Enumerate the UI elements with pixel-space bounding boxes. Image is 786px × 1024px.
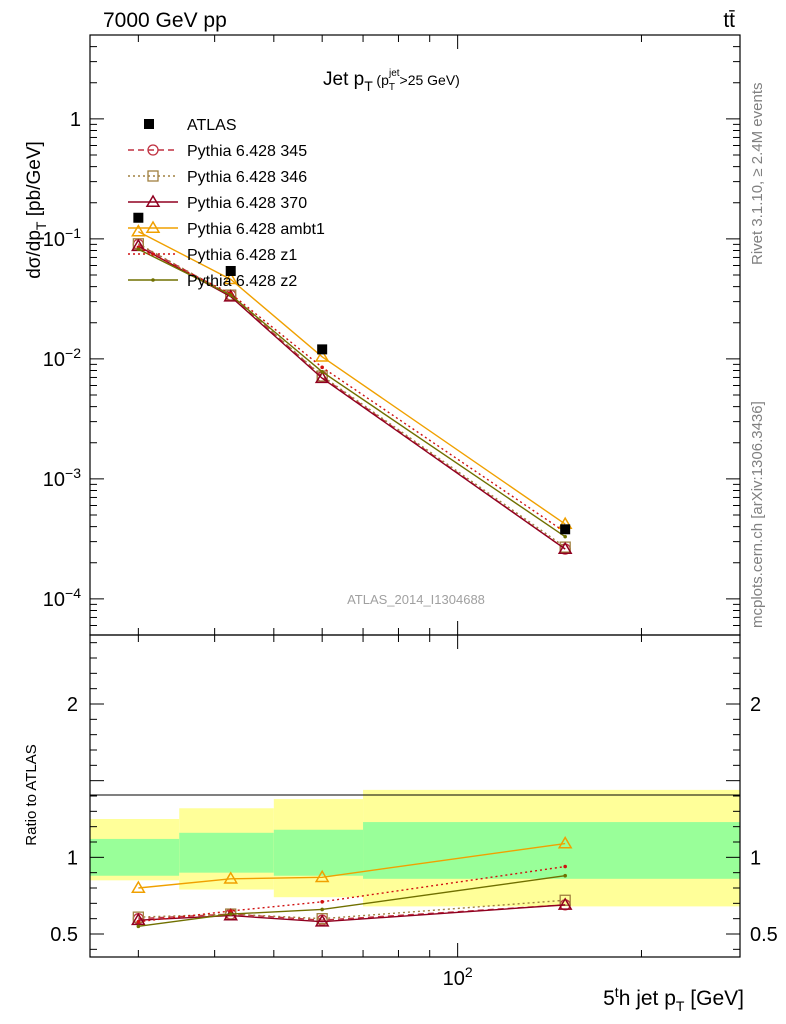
series-line bbox=[138, 248, 566, 538]
ratio-line bbox=[138, 842, 566, 889]
series-line bbox=[138, 243, 566, 548]
series-point bbox=[320, 900, 324, 904]
series-point bbox=[228, 293, 233, 297]
series-point bbox=[563, 534, 567, 539]
analysis-label: ATLAS_2014_I1304688 bbox=[347, 592, 485, 607]
series-point bbox=[320, 365, 324, 370]
series-point bbox=[136, 247, 141, 252]
series-point bbox=[557, 541, 573, 555]
legend-label: ATLAS bbox=[187, 117, 237, 134]
main-panel: 110−110−210−310−4 Jet pT (pTjet>25 GeV) … bbox=[24, 34, 741, 636]
y-tick-label: 10−1 bbox=[43, 225, 81, 251]
uncertainty-band-green bbox=[179, 832, 274, 873]
series-point bbox=[314, 349, 330, 362]
series-point bbox=[147, 170, 159, 182]
legend-label: Pythia 6.428 370 bbox=[187, 195, 307, 212]
ratio-tick-label: 1 bbox=[750, 847, 761, 869]
y-tick-label: 10−3 bbox=[43, 465, 81, 491]
ratio-line bbox=[138, 904, 566, 921]
plot-title: Jet pT (pTjet>25 GeV) bbox=[323, 68, 460, 94]
series-point bbox=[314, 869, 330, 883]
ratio-tick-label: 0.5 bbox=[50, 924, 78, 946]
data-point bbox=[225, 265, 236, 276]
y-tick-label: 10−4 bbox=[43, 585, 81, 611]
legend-marker bbox=[144, 119, 154, 129]
data-point bbox=[317, 344, 328, 355]
legend-label: Pythia 6.428 346 bbox=[187, 169, 307, 186]
x-axis-label: 5th jet pT [GeV] bbox=[603, 984, 744, 1014]
legend-label: Pythia 6.428 z2 bbox=[187, 273, 297, 290]
series-point bbox=[151, 278, 155, 282]
data-point bbox=[133, 212, 144, 223]
series-point bbox=[223, 871, 239, 884]
legend-label: Pythia 6.428 z1 bbox=[187, 247, 297, 264]
y-tick-label: 1 bbox=[70, 109, 81, 131]
series-point bbox=[228, 912, 233, 916]
series-point bbox=[145, 220, 161, 233]
series-point bbox=[151, 252, 155, 256]
series-point bbox=[136, 919, 141, 924]
energy-label: 7000 GeV pp bbox=[103, 9, 227, 32]
series-point bbox=[131, 880, 146, 893]
series-point bbox=[557, 897, 573, 910]
y-tick-label: 10−2 bbox=[43, 345, 81, 371]
data-point bbox=[560, 524, 571, 535]
ratio-panel: 2 2 1 1 0.5 0.5 102 Ratio to ATLAS bbox=[23, 634, 778, 990]
series-point bbox=[314, 914, 330, 927]
series-line bbox=[138, 246, 566, 533]
series-point bbox=[563, 864, 567, 869]
uncertainty-band-green bbox=[273, 829, 364, 876]
series-point bbox=[147, 144, 159, 156]
series-point bbox=[131, 224, 146, 237]
series-point bbox=[223, 271, 239, 285]
rivet-label: Rivet 3.1.10, ≥ 2.4M events bbox=[749, 83, 766, 266]
x-tick-label: 102 bbox=[443, 964, 473, 990]
source-label: mcplots.cern.ch [arXiv:1306.3436] bbox=[749, 401, 766, 628]
series-point bbox=[145, 194, 161, 207]
series-point bbox=[314, 370, 330, 384]
ratio-line bbox=[138, 904, 566, 923]
series-line bbox=[138, 230, 566, 525]
uncertainty-band-green bbox=[363, 822, 740, 879]
ratio-tick-label: 2 bbox=[67, 694, 78, 716]
ratio-tick-label: 2 bbox=[750, 694, 761, 716]
legend: ATLAS Pythia 6.428 345 Pythia 6.428 346 Pyt… bbox=[128, 117, 325, 290]
ratio-tick-label: 1 bbox=[67, 847, 78, 869]
ratio-tick-label: 0.5 bbox=[750, 924, 778, 946]
series-point bbox=[316, 913, 328, 925]
series-point bbox=[131, 912, 146, 926]
series-point bbox=[320, 907, 324, 912]
process-label: tt̄ bbox=[723, 9, 735, 32]
series-point bbox=[320, 370, 324, 374]
legend-label: Pythia 6.428 345 bbox=[187, 143, 307, 160]
series-point bbox=[563, 873, 567, 878]
ratio-line bbox=[138, 899, 566, 920]
series-point bbox=[136, 924, 141, 929]
series-point bbox=[228, 909, 233, 913]
legend-label: Pythia 6.428 ambt1 bbox=[187, 221, 325, 238]
ratio-axis-label: Ratio to ATLAS bbox=[23, 744, 40, 845]
series-point bbox=[557, 836, 573, 849]
uncertainty-band-green bbox=[90, 838, 180, 876]
ratio-line bbox=[138, 865, 566, 923]
ratio-line bbox=[138, 875, 566, 928]
y-axis-label: dσ/dpT [pb/GeV] bbox=[24, 141, 49, 279]
